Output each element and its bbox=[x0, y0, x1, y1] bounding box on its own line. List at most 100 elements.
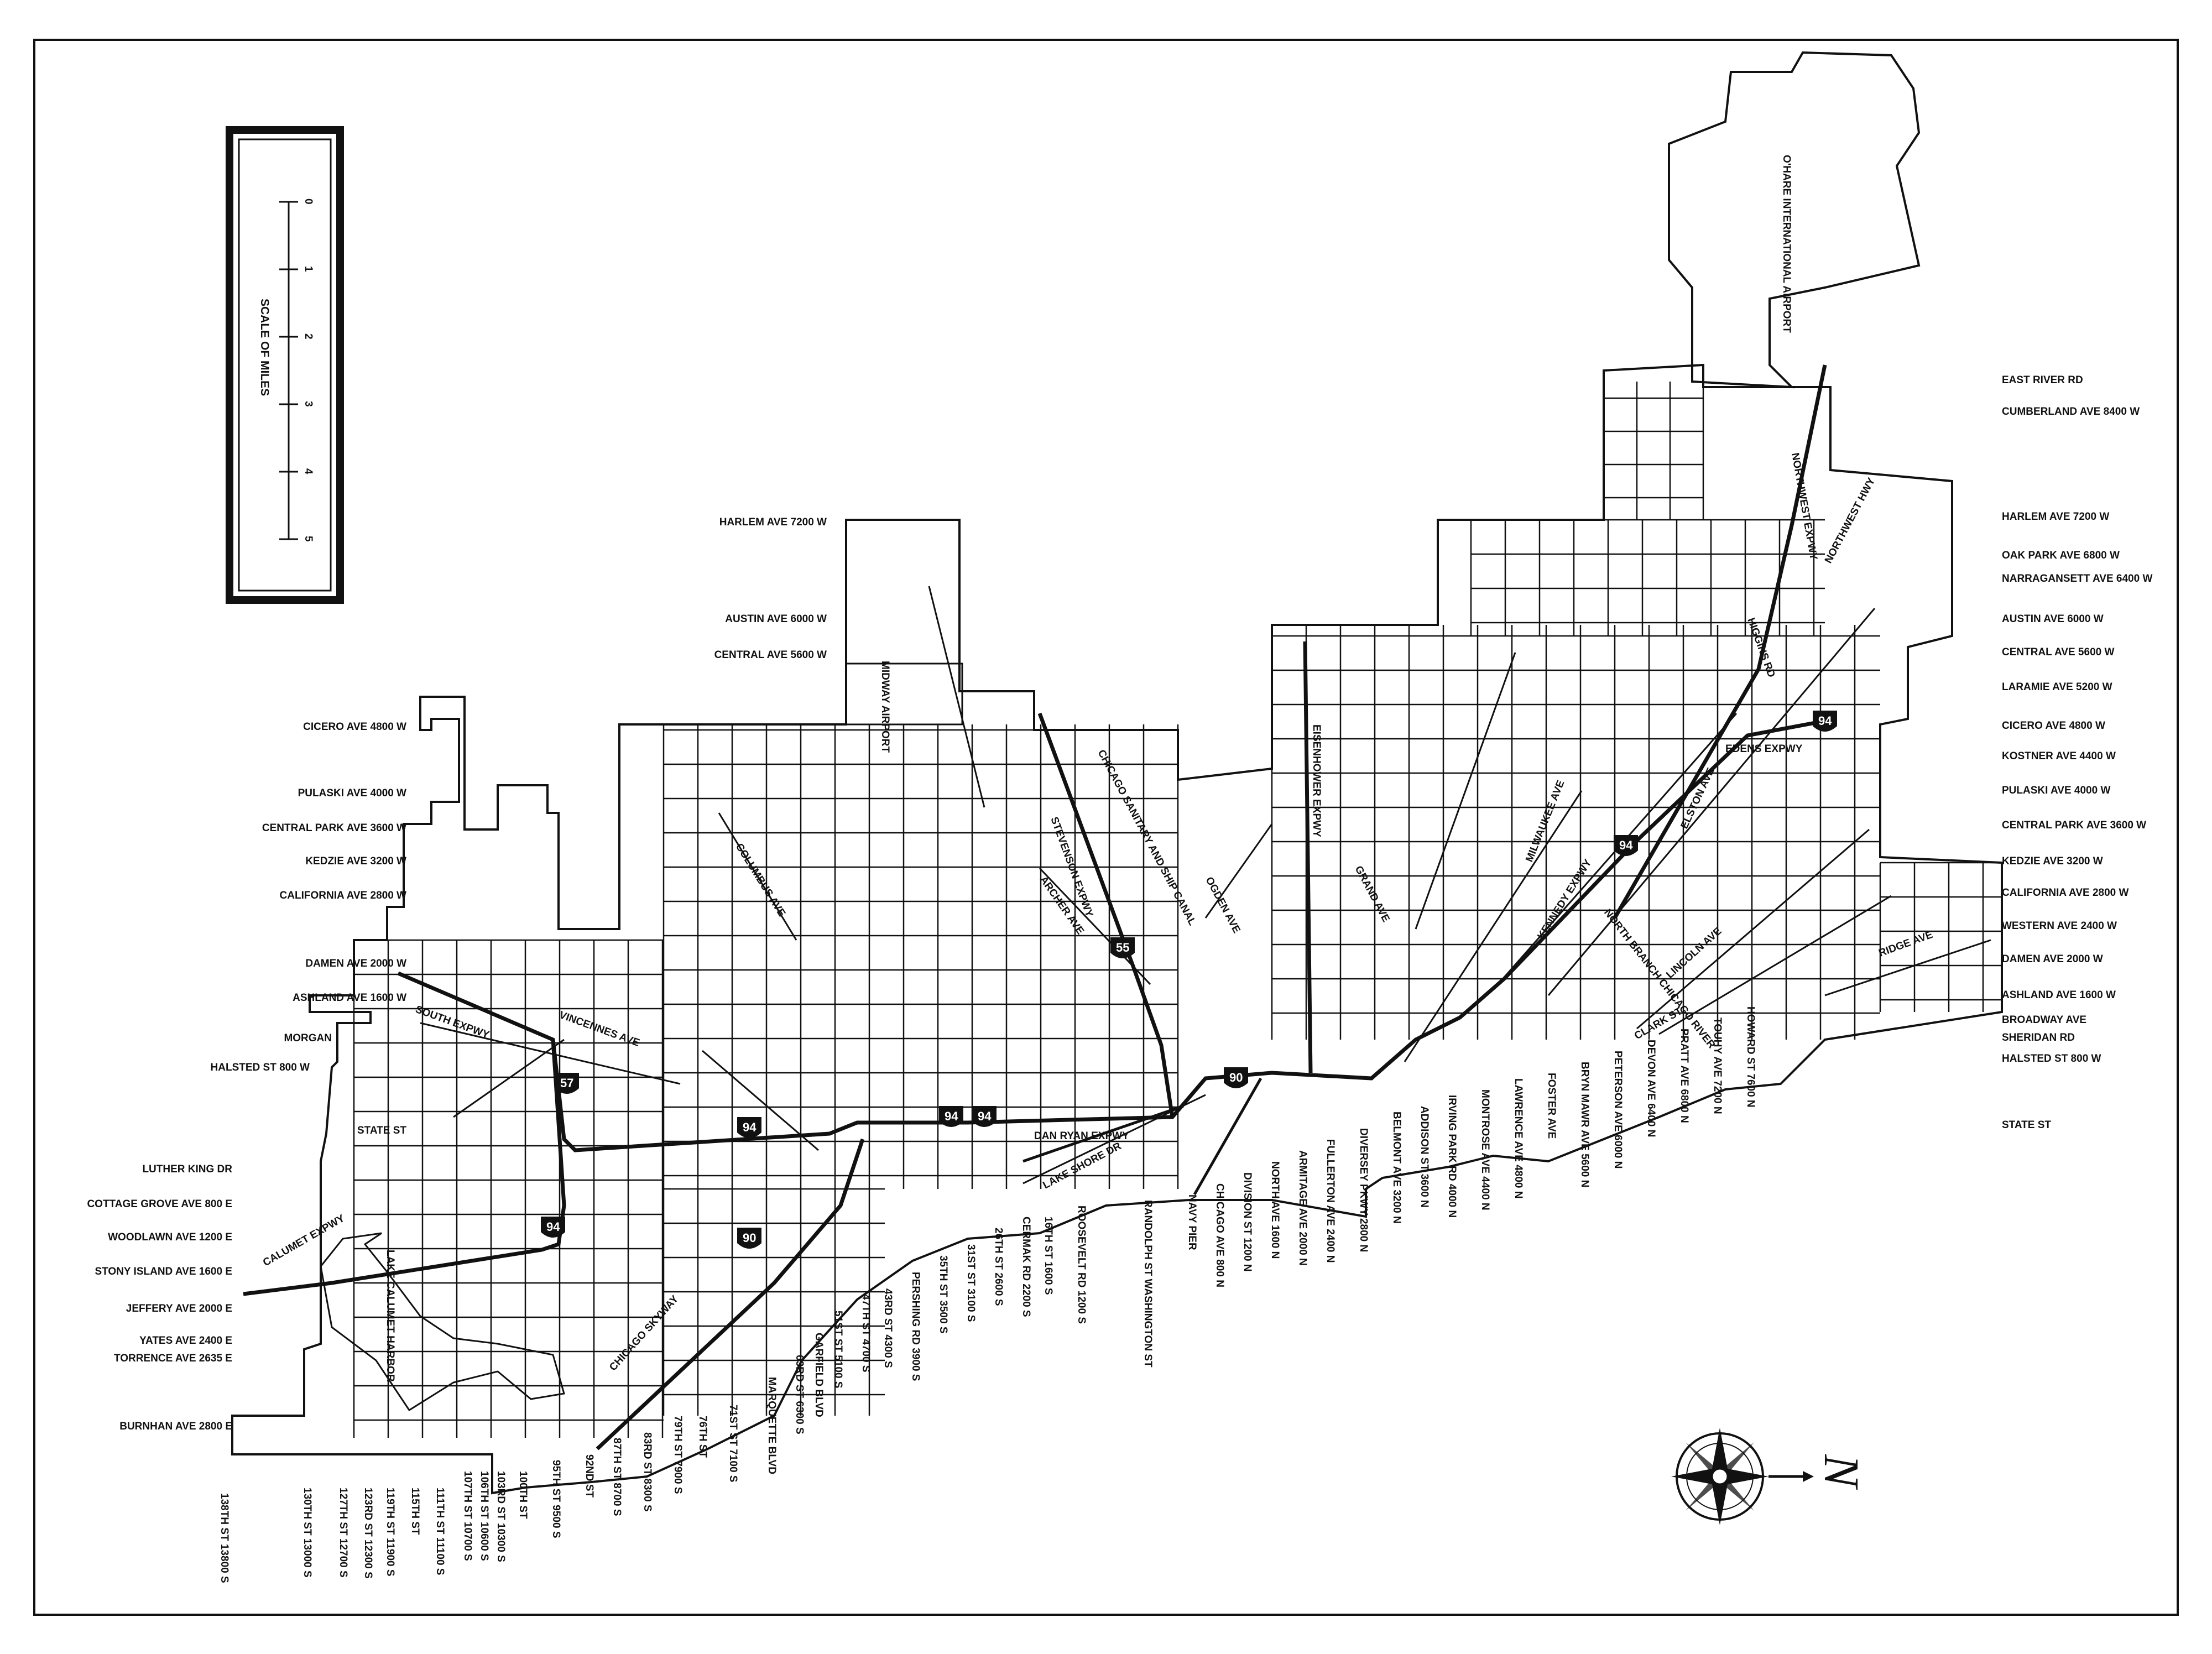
street-label: GARFIELD BLVD bbox=[813, 1333, 825, 1417]
street-label: CICERO AVE 4800 W bbox=[2002, 720, 2105, 732]
midway-label: MIDWAY AIRPORT bbox=[879, 661, 891, 753]
highway-shield-number: 90 bbox=[743, 1231, 756, 1245]
street-label: 138TH ST 13800 S bbox=[218, 1493, 230, 1583]
edens-expy-label: EDENS EXPWY bbox=[1725, 743, 1803, 755]
street-label: YATES AVE 2400 E bbox=[139, 1335, 232, 1347]
expressways bbox=[243, 364, 1837, 1450]
street-label: 123RD ST 12300 S bbox=[362, 1488, 374, 1579]
street-label: 51ST ST 5100 S bbox=[832, 1311, 844, 1388]
scale-tick-label: 4 bbox=[302, 468, 314, 474]
lincoln-label: LINCOLN AVE bbox=[1664, 925, 1724, 980]
street-label: ARMITAGE AVE 2000 N bbox=[1297, 1150, 1308, 1266]
street-label: COTTAGE GROVE AVE 800 E bbox=[87, 1198, 232, 1210]
eisenhower-expy-label: EISENHOWER EXPWY bbox=[1311, 724, 1322, 837]
street-label: HALSTED ST 800 W bbox=[211, 1062, 310, 1073]
street-label: RANDOLPH ST WASHINGTON ST bbox=[1142, 1200, 1154, 1368]
highway-shield-icon bbox=[1813, 711, 1837, 732]
street-label: HALSTED ST 800 W bbox=[2002, 1053, 2101, 1065]
street-label: CERMAK RD 2200 S bbox=[1020, 1217, 1032, 1317]
street-label: 31ST ST 3100 S bbox=[965, 1244, 977, 1322]
street-label: AUSTIN AVE 6000 W bbox=[2002, 613, 2104, 625]
scale-tick-label: 0 bbox=[302, 199, 314, 205]
street-label: 107TH ST 10700 S bbox=[462, 1471, 473, 1561]
lake-calumet: LAKE CALUMET HARBOR bbox=[320, 1232, 565, 1412]
midway-airport: MIDWAY AIRPORT bbox=[845, 661, 963, 753]
street-label: 71ST ST 7100 S bbox=[727, 1405, 739, 1482]
street-label: CENTRAL PARK AVE 3600 W bbox=[262, 822, 406, 834]
highway-shield-number: 94 bbox=[546, 1220, 560, 1234]
street-label: HOWARD ST 7600 N bbox=[1745, 1006, 1756, 1108]
scale-title: SCALE OF MILES bbox=[258, 299, 271, 396]
street-label: DIVISION ST 1200 N bbox=[1241, 1172, 1253, 1272]
scale-tick-label: 2 bbox=[302, 333, 314, 340]
street-label: 26TH ST 2600 S bbox=[993, 1228, 1004, 1306]
street-label: 83RD ST 8300 S bbox=[641, 1432, 653, 1512]
street-label: 119TH ST 11900 S bbox=[384, 1488, 396, 1577]
street-label: ASHLAND AVE 1600 W bbox=[2002, 989, 2116, 1001]
highway-shield-icon bbox=[939, 1106, 963, 1127]
northwest-hwy-label: NORTHWEST HWY bbox=[1823, 476, 1877, 565]
street-label: MARQUETTE BLVD bbox=[766, 1377, 778, 1474]
street-label: IRVING PARK RD 4000 N bbox=[1446, 1095, 1458, 1218]
street-label: STONY ISLAND AVE 1600 E bbox=[95, 1266, 233, 1277]
street-label: 92ND ST bbox=[583, 1454, 595, 1498]
street-label: 111TH ST 11100 S bbox=[434, 1488, 446, 1575]
street-label: WOODLAWN AVE 1200 E bbox=[108, 1232, 232, 1243]
street-label: CALIFORNIA AVE 2800 W bbox=[2002, 887, 2129, 899]
street-label: 35TH ST 3500 S bbox=[937, 1255, 949, 1334]
street-label: TOUHY AVE 7200 N bbox=[1712, 1018, 1723, 1114]
street-label: NARRAGANSETT AVE 6400 W bbox=[2002, 573, 2152, 585]
west-labels-upper: HARLEM AVE 7200 W AUSTIN AVE 6000 W CENTRA… bbox=[714, 516, 827, 661]
street-label: WESTERN AVE 2400 W bbox=[2002, 920, 2117, 932]
street-label: 106TH ST 10600 S bbox=[478, 1471, 490, 1561]
highway-shield-icon bbox=[1224, 1067, 1248, 1088]
street-label: OAK PARK AVE 6800 W bbox=[2002, 550, 2120, 561]
bottom-labels: 138TH ST 13800 S 130TH ST 13000 S 127TH ST… bbox=[218, 1006, 1756, 1583]
lake-calumet-label: LAKE CALUMET HARBOR bbox=[384, 1250, 396, 1382]
street-label: KOSTNER AVE 4400 W bbox=[2002, 750, 2116, 762]
map-border bbox=[33, 39, 2179, 1616]
street-label: CENTRAL AVE 5600 W bbox=[2002, 646, 2114, 658]
street-label: CICERO AVE 4800 W bbox=[303, 721, 406, 733]
dan-ryan-expy-label: DAN RYAN EXPWY bbox=[1034, 1130, 1129, 1142]
street-label: MORGAN bbox=[284, 1032, 332, 1044]
chicago-skyway-label: CHICAGO SKYWAY bbox=[607, 1293, 681, 1374]
highway-shield-number: 55 bbox=[1116, 941, 1129, 954]
highway-shield-number: 94 bbox=[743, 1120, 757, 1134]
highway-shield-icon bbox=[737, 1117, 761, 1138]
street-label: CUMBERLAND AVE 8400 W bbox=[2002, 406, 2140, 418]
street-label: NAVY PIER bbox=[1186, 1194, 1198, 1250]
street-label: TORRENCE AVE 2635 E bbox=[114, 1353, 232, 1364]
street-label: BRYN MAWR AVE 5600 N bbox=[1579, 1062, 1590, 1187]
highway-shield-icon bbox=[555, 1073, 579, 1094]
highway-shield-number: 94 bbox=[1619, 838, 1633, 852]
compass-rose: N bbox=[1671, 1428, 1869, 1525]
street-label: 115TH ST bbox=[409, 1488, 421, 1535]
street-label: 63RD ST 6300 S bbox=[794, 1355, 805, 1434]
street-label: 43RD ST 4300 S bbox=[882, 1288, 894, 1368]
scale-of-miles: 0 1 2 3 4 5 SCALE OF MILES bbox=[226, 126, 344, 604]
ridge-label: RIDGE AVE bbox=[1877, 929, 1934, 959]
east-labels-left: LUTHER KING DR COTTAGE GROVE AVE 800 E WOO… bbox=[87, 1163, 232, 1432]
street-label: FULLERTON AVE 2400 N bbox=[1324, 1139, 1336, 1262]
street-label: AUSTIN AVE 6000 W bbox=[725, 613, 827, 625]
street-label: ROOSEVELT RD 1200 S bbox=[1076, 1206, 1087, 1324]
street-label: DAMEN AVE 2000 W bbox=[2002, 953, 2103, 965]
street-label: HARLEM AVE 7200 W bbox=[719, 516, 827, 528]
calumet-expy-label: CALUMET EXPWY bbox=[261, 1213, 347, 1269]
street-label: 47TH ST 4700 S bbox=[860, 1294, 872, 1373]
city-boundary bbox=[231, 363, 2003, 1495]
street-label: STATE ST bbox=[2002, 1119, 2051, 1131]
compass-north-letter: N bbox=[1814, 1454, 1869, 1490]
street-label: 16TH ST 1600 S bbox=[1042, 1217, 1054, 1295]
street-label: PETERSON AVE 6000 N bbox=[1612, 1051, 1624, 1168]
ohare-airport: O'HARE INTERNATIONAL AIRPORT bbox=[1668, 51, 1921, 389]
street-label: 103RD ST 10300 S bbox=[495, 1471, 507, 1562]
ogden-label: OGDEN AVE bbox=[1203, 875, 1243, 935]
street-grid bbox=[353, 382, 2002, 1438]
columbus-label: COLUMBUS AVE bbox=[733, 842, 787, 919]
street-label: SHERIDAN RD bbox=[2002, 1032, 2075, 1043]
street-label: ADDISON ST 3600 N bbox=[1418, 1106, 1430, 1208]
street-label: EAST RIVER RD bbox=[2002, 374, 2083, 386]
